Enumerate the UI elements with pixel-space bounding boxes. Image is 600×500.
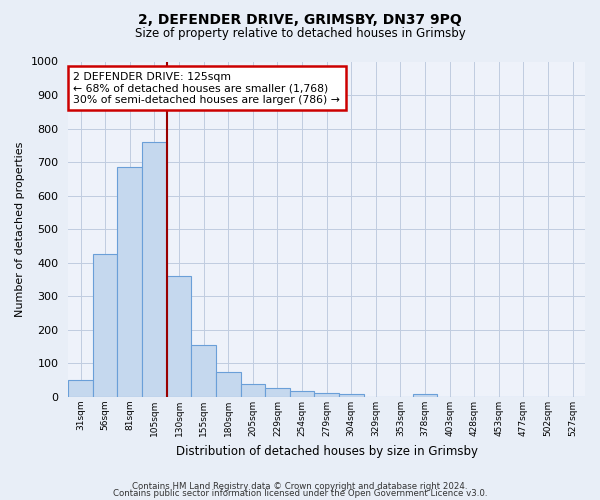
Bar: [339, 394, 364, 397]
Bar: [118, 167, 142, 397]
Y-axis label: Number of detached properties: Number of detached properties: [15, 142, 25, 317]
Bar: [191, 345, 216, 397]
Text: 2 DEFENDER DRIVE: 125sqm
← 68% of detached houses are smaller (1,768)
30% of sem: 2 DEFENDER DRIVE: 125sqm ← 68% of detach…: [73, 72, 340, 105]
Text: Size of property relative to detached houses in Grimsby: Size of property relative to detached ho…: [134, 28, 466, 40]
Bar: [265, 388, 290, 397]
Bar: [93, 254, 118, 397]
Text: 2, DEFENDER DRIVE, GRIMSBY, DN37 9PQ: 2, DEFENDER DRIVE, GRIMSBY, DN37 9PQ: [138, 12, 462, 26]
X-axis label: Distribution of detached houses by size in Grimsby: Distribution of detached houses by size …: [176, 444, 478, 458]
Bar: [142, 142, 167, 397]
Bar: [290, 391, 314, 397]
Bar: [167, 276, 191, 397]
Bar: [216, 372, 241, 397]
Text: Contains public sector information licensed under the Open Government Licence v3: Contains public sector information licen…: [113, 490, 487, 498]
Bar: [68, 380, 93, 397]
Bar: [241, 384, 265, 397]
Text: Contains HM Land Registry data © Crown copyright and database right 2024.: Contains HM Land Registry data © Crown c…: [132, 482, 468, 491]
Bar: [413, 394, 437, 397]
Bar: [314, 394, 339, 397]
